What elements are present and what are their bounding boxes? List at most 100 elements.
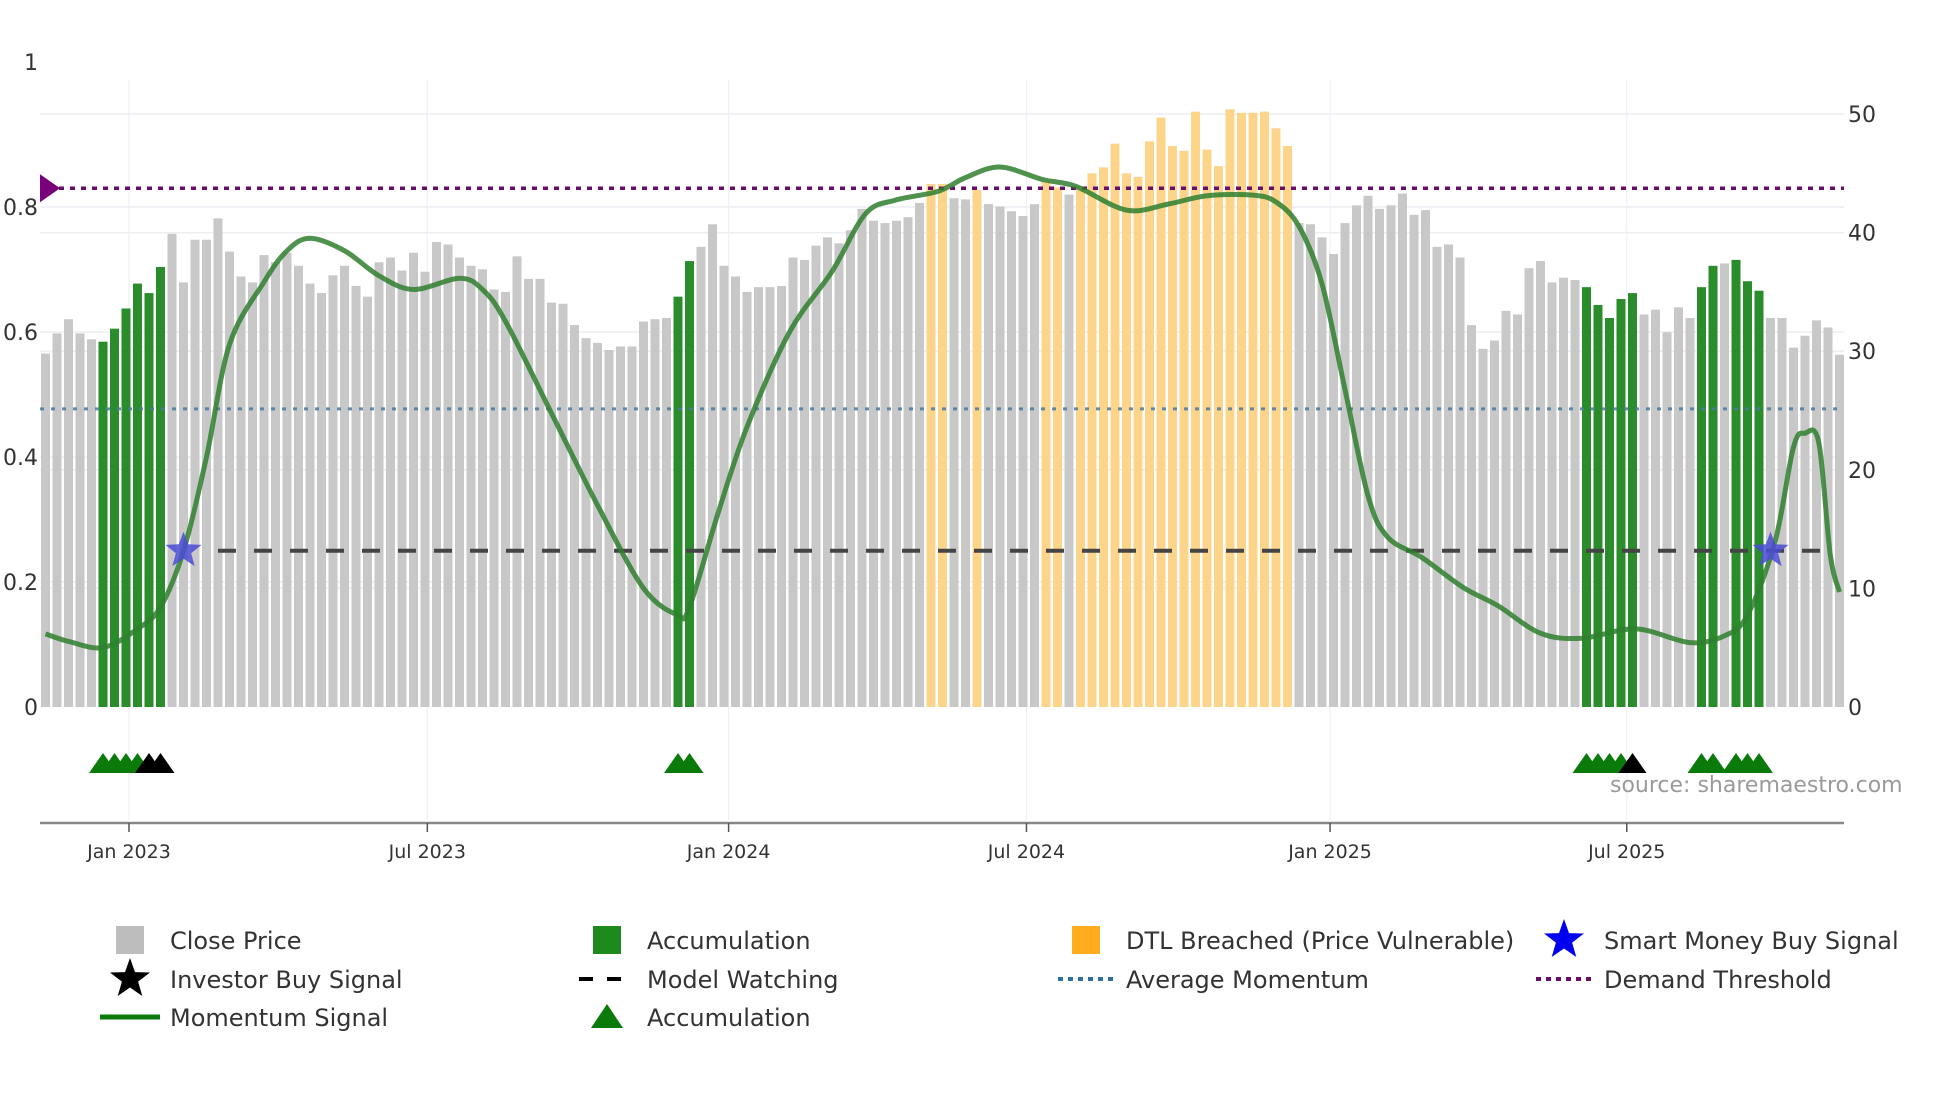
legend-square-icon [116,926,144,954]
legend-label: Accumulation [647,927,811,955]
close-price-bar [225,251,234,708]
accumulation-bar [1605,317,1614,707]
close-price-bar [351,285,361,707]
accumulation-bar [1743,281,1752,707]
close-price-bar [305,283,315,707]
close-price-bar [754,287,763,707]
left-axis-tick: 0.4 [3,446,38,471]
close-price-bar [627,346,637,707]
x-tick-label: Jan 2023 [86,841,171,863]
close-price-bar [1524,268,1534,707]
accumulation-bar [1593,304,1603,707]
close-price-bar [1409,214,1419,707]
close-price-bar [1018,215,1028,707]
right-axis-tick: 10 [1848,577,1876,602]
legend-label: Model Watching [647,966,839,994]
close-price-bar [1375,208,1384,707]
close-price-bar [696,246,706,707]
dtl-breached-bar [1099,167,1108,707]
right-axis-tick: 40 [1848,222,1876,247]
close-price-bar [811,245,821,707]
close-price-bar [397,270,407,707]
close-price-bar [75,333,85,707]
accumulation-bar [1708,265,1718,707]
close-price-bar [443,244,453,707]
close-price-bar [1501,310,1511,707]
close-price-bar [535,278,545,707]
close-price-bar [708,224,717,707]
dtl-breached-bar [1087,173,1097,708]
accumulation-bar [121,308,131,707]
demand-threshold-marker-icon [40,174,60,203]
accumulation-bar [144,293,154,707]
legend-star-icon [1544,919,1584,957]
right-axis: 0 10 20 30 40 50 [1848,103,1876,721]
close-price-bar [1455,257,1465,707]
accumulation-bar [110,328,119,707]
close-price-bar [857,208,867,707]
close-price-bar [1432,246,1442,707]
close-price-bar [167,233,177,707]
smart-money-star-icon [1752,531,1789,567]
investor-buy-triangle-icon [1618,753,1647,773]
close-price-bar [1317,237,1327,707]
close-price-bar [1766,317,1775,707]
dtl-breached-bar [1214,166,1223,707]
close-price-bar [190,239,200,707]
close-price-bar [328,275,338,707]
close-price-bar [478,269,487,707]
dtl-breached-bar [1122,173,1131,708]
close-price-bar [570,325,579,707]
dtl-breached-bar [938,183,947,707]
close-price-bar [282,252,292,707]
close-price-bar [650,319,660,707]
legend-square-icon [593,926,621,954]
close-price-bar [1639,314,1649,707]
close-price-bar [639,321,648,707]
close-price-bar [294,265,303,707]
close-price-bar [1030,204,1039,708]
left-axis-tick: 0 [24,696,38,721]
close-price-bar [64,319,73,707]
close-price-bar [777,285,786,707]
close-price-bar [409,252,418,707]
close-price-bar [1789,347,1798,707]
close-price-bar [213,218,223,708]
close-price-bar [1421,210,1430,708]
close-price-bar [788,257,798,707]
close-price-bar [432,242,441,707]
legend-label: Momentum Signal [170,1004,388,1032]
legend-label: Smart Money Buy Signal [1604,927,1899,955]
dtl-breached-bar [1076,186,1085,707]
close-price-bar [581,338,591,707]
close-price-bar [179,282,188,707]
left-axis-tick: 0.2 [3,571,38,596]
x-tick-label: Jan 2025 [1287,841,1372,863]
close-price-bar [363,296,372,707]
close-price-bar [1835,354,1844,707]
smart-money-star-icon [165,531,202,567]
close-price-bar [1490,340,1499,707]
close-price-bar [1363,195,1373,708]
legend-label: Investor Buy Signal [170,966,403,994]
dtl-breached-bar [1041,181,1051,708]
dtl-breached-bar [926,183,936,707]
dtl-breached-bar [1053,187,1062,708]
dtl-breached-bar [1145,141,1154,707]
close-price-bar [1064,194,1074,707]
momentum-signal-line [44,164,1842,651]
close-price-bar [340,265,349,707]
close-price-bar [984,204,993,708]
dtl-breached-bar [1202,149,1212,707]
close-price-bar [995,206,1005,707]
close-price-bar [374,262,384,707]
left-axis-tick: 0.6 [3,321,38,346]
accumulation-bar [1697,287,1706,707]
legend-square-icon [1072,926,1100,954]
close-price-bar [915,202,924,707]
close-price-bar [202,239,211,707]
close-price-bar [616,346,625,707]
x-tick-label: Jul 2025 [1587,841,1665,863]
close-price-bar [949,198,959,707]
legend-label: Close Price [170,927,302,955]
